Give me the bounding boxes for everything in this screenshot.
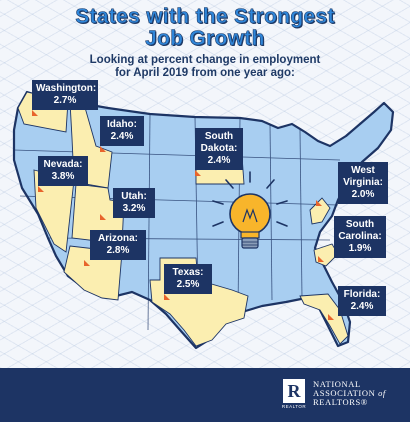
- pin-florida: [328, 314, 334, 320]
- label-south-carolina-name: South: [345, 219, 375, 230]
- org-name-line-3: REALTORS®: [313, 397, 368, 407]
- us-map: [12, 90, 395, 350]
- pin-west-virginia: [316, 200, 322, 206]
- label-arizona-value: 2.8%: [106, 245, 130, 256]
- pin-utah: [100, 214, 106, 220]
- label-nevada: Nevada: 3.8%: [38, 156, 88, 186]
- org-name-line-1: NATIONAL: [313, 379, 361, 389]
- label-florida-value: 2.4%: [350, 301, 374, 312]
- pin-nevada: [38, 186, 44, 192]
- label-utah-name: Utah:: [121, 191, 147, 202]
- label-west-virginia: West Virginia: 2.0%: [338, 162, 388, 204]
- label-utah: Utah: 3.2%: [113, 188, 155, 218]
- label-nevada-value: 3.8%: [51, 171, 75, 182]
- subtitle-line-1: Looking at percent change in employment: [89, 54, 321, 66]
- label-south-dakota-value: 2.4%: [207, 155, 231, 166]
- label-south-carolina-value: 1.9%: [348, 243, 372, 254]
- label-south-dakota-name2: Dakota:: [200, 143, 238, 154]
- footer-bar: [0, 368, 410, 422]
- label-florida-name: Florida:: [343, 289, 381, 300]
- label-south-carolina-name2: Carolina:: [338, 231, 382, 242]
- pin-arizona: [84, 260, 90, 266]
- realtor-logo-sub: REALTOR: [281, 404, 307, 409]
- label-idaho: Idaho: 2.4%: [100, 116, 144, 146]
- state-florida: [299, 293, 349, 345]
- label-texas-value: 2.5%: [176, 279, 200, 290]
- subtitle-line-2: for April 2019 from one year ago:: [115, 67, 295, 79]
- label-arizona: Arizona: 2.8%: [90, 230, 146, 260]
- realtor-logo-icon: R: [283, 379, 305, 403]
- label-arizona-name: Arizona:: [98, 233, 138, 244]
- pin-washington: [32, 110, 38, 116]
- title-line-2: Job Growth: [145, 27, 265, 50]
- label-florida: Florida: 2.4%: [338, 286, 386, 316]
- label-washington: Washington: 2.7%: [32, 80, 98, 110]
- org-name-line-2: ASSOCIATION of: [313, 389, 386, 398]
- lightbulb-icon: [212, 171, 288, 249]
- org-name-association: ASSOCIATION: [313, 388, 376, 398]
- label-texas-name: Texas:: [172, 267, 204, 278]
- label-nevada-name: Nevada:: [43, 159, 83, 170]
- title-line-1: States with the Strongest: [75, 5, 335, 28]
- label-south-dakota-name: South: [204, 131, 234, 142]
- label-texas: Texas: 2.5%: [164, 264, 212, 294]
- org-name-of: of: [378, 388, 386, 398]
- pin-south-dakota: [195, 170, 201, 176]
- highlighted-states: [17, 91, 349, 347]
- pin-south-carolina: [318, 256, 324, 262]
- label-washington-value: 2.7%: [53, 95, 77, 106]
- pin-texas: [164, 294, 170, 300]
- label-idaho-value: 2.4%: [110, 131, 134, 142]
- label-washington-name: Washington:: [36, 83, 97, 94]
- label-west-virginia-value: 2.0%: [351, 189, 375, 200]
- label-west-virginia-name2: Virginia:: [343, 177, 383, 188]
- label-south-dakota: South Dakota: 2.4%: [195, 128, 243, 170]
- pin-idaho: [100, 146, 106, 152]
- label-idaho-name: Idaho:: [107, 119, 137, 130]
- label-west-virginia-name: West: [351, 165, 375, 176]
- label-south-carolina: South Carolina: 1.9%: [334, 216, 386, 258]
- label-utah-value: 3.2%: [122, 203, 146, 214]
